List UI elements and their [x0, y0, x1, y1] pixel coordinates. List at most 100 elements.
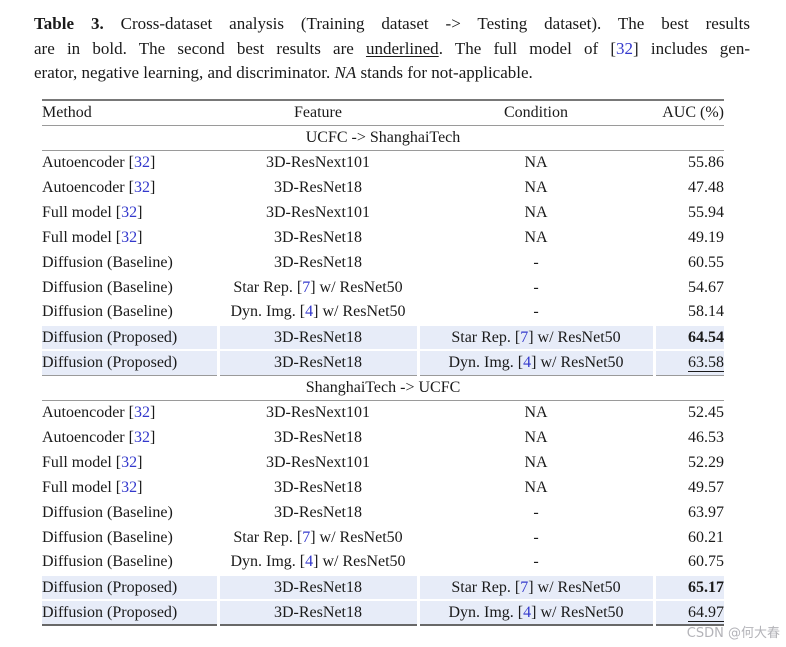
citation-link[interactable]: 4: [523, 353, 532, 371]
column-header-auc: AUC (%): [654, 100, 724, 126]
auc-value: 46.53: [688, 428, 724, 446]
auc-cell: 46.53: [654, 425, 724, 450]
citation-link[interactable]: 7: [520, 328, 529, 346]
condition-cell: -: [533, 303, 539, 320]
method-cell: Full model [32]: [42, 453, 143, 471]
citation-link[interactable]: 7: [302, 528, 311, 546]
citation-link[interactable]: 4: [523, 603, 532, 621]
auc-cell: 63.58: [652, 349, 724, 375]
method-cell: Diffusion (Baseline): [42, 278, 173, 296]
citation-link[interactable]: 32: [133, 178, 150, 196]
condition-cell: Dyn. Img. [4] w/ ResNet50: [416, 599, 654, 625]
caption-text: ] includes gen-: [633, 38, 750, 58]
condition-cell: NA: [524, 478, 548, 496]
condition-cell: NA: [524, 153, 548, 171]
method-cell: Diffusion (Baseline): [42, 303, 173, 320]
auc-value: 55.94: [688, 203, 724, 221]
feature-cell: 3D-ResNext101: [266, 203, 370, 221]
auc-cell: 55.94: [654, 200, 724, 225]
auc-value: 63.97: [688, 503, 724, 521]
column-header-condition: Condition: [418, 100, 654, 126]
feature-cell: 3D-ResNext101: [266, 453, 370, 471]
condition-cell: NA: [524, 228, 548, 246]
auc-cell: 64.54: [652, 324, 724, 350]
caption-text: erator, negative learning, and discrimin…: [34, 63, 335, 82]
method-cell: Full model [32]: [42, 228, 143, 246]
table-row: Autoencoder [32] 3D-ResNet18 NA 46.53: [42, 425, 724, 450]
section-header-row: ShanghaiTech -> UCFC: [42, 374, 724, 401]
table-row: Diffusion (Baseline) Dyn. Img. [4] w/ Res…: [42, 550, 724, 575]
citation-link[interactable]: 7: [302, 278, 311, 296]
condition-cell: NA: [524, 403, 548, 421]
caption-text: stands for not-applicable.: [356, 63, 533, 82]
feature-cell: 3D-ResNext101: [266, 403, 370, 421]
citation-link[interactable]: 32: [616, 38, 634, 58]
feature-cell: 3D-ResNet18: [216, 324, 418, 350]
auc-value: 49.57: [688, 478, 724, 496]
method-cell: Diffusion (Proposed): [42, 574, 218, 600]
citation-link[interactable]: 32: [121, 453, 138, 471]
auc-value: 49.19: [688, 228, 724, 246]
auc-cell: 49.19: [654, 225, 724, 250]
condition-cell: -: [533, 553, 539, 570]
feature-cell: Star Rep. [7] w/ ResNet50: [233, 278, 403, 296]
citation-link[interactable]: 4: [305, 303, 314, 320]
method-cell: Diffusion (Proposed): [42, 349, 218, 375]
caption-line: are in bold. The second best results are…: [34, 37, 750, 62]
table-row: Diffusion (Baseline) Dyn. Img. [4] w/ Res…: [42, 300, 724, 325]
citation-link[interactable]: 32: [133, 428, 150, 446]
method-cell: Autoencoder [32]: [42, 403, 156, 421]
auc-value: 52.45: [688, 403, 724, 421]
citation-link[interactable]: 4: [305, 553, 314, 570]
auc-value: 60.55: [688, 253, 724, 271]
caption-text: . The full model of [: [438, 38, 617, 58]
table-row: Autoencoder [32] 3D-ResNext101 NA 55.86: [42, 150, 724, 175]
feature-cell: 3D-ResNet18: [274, 478, 362, 496]
table-row: Diffusion (Proposed) 3D-ResNet18 Star Rep.…: [42, 574, 724, 600]
condition-cell: NA: [524, 453, 548, 471]
citation-link[interactable]: 32: [121, 478, 138, 496]
method-cell: Diffusion (Baseline): [42, 553, 173, 570]
caption-text: Table 3.: [34, 14, 104, 33]
auc-value: 63.58: [688, 353, 724, 372]
auc-value: 55.86: [688, 153, 724, 171]
caption-text: underlined: [365, 38, 439, 58]
method-cell: Full model [32]: [42, 478, 143, 496]
condition-cell: Star Rep. [7] w/ ResNet50: [416, 324, 654, 350]
watermark: CSDN @何大春: [686, 626, 780, 641]
auc-cell: 64.97: [652, 599, 724, 625]
column-header-feature: Feature: [218, 100, 418, 126]
method-cell: Diffusion (Baseline): [42, 528, 173, 546]
citation-link[interactable]: 7: [520, 578, 529, 596]
caption-text: are in bold. The second best results are: [34, 38, 366, 58]
citation-link[interactable]: 32: [133, 403, 150, 421]
table-row: Full model [32] 3D-ResNext101 NA 55.94: [42, 200, 724, 225]
condition-cell: NA: [524, 203, 548, 221]
auc-value: 60.75: [688, 553, 724, 570]
feature-cell: 3D-ResNet18: [274, 253, 362, 271]
feature-cell: Dyn. Img. [4] w/ ResNet50: [230, 553, 406, 570]
feature-cell: 3D-ResNet18: [274, 228, 362, 246]
auc-cell: 52.45: [654, 400, 724, 425]
citation-link[interactable]: 32: [121, 228, 138, 246]
condition-cell: NA: [524, 428, 548, 446]
section-title: ShanghaiTech -> UCFC: [42, 374, 724, 401]
method-cell: Autoencoder [32]: [42, 153, 156, 171]
caption-line: erator, negative learning, and discrimin…: [34, 61, 750, 86]
column-header-method: Method: [42, 100, 218, 126]
condition-cell: Dyn. Img. [4] w/ ResNet50: [416, 349, 654, 375]
auc-cell: 60.55: [654, 250, 724, 275]
section-header-row: UCFC -> ShanghaiTech: [42, 124, 724, 151]
citation-link[interactable]: 32: [133, 153, 150, 171]
citation-link[interactable]: 32: [121, 203, 138, 221]
table-row: Autoencoder [32] 3D-ResNet18 NA 47.48: [42, 175, 724, 200]
feature-cell: 3D-ResNet18: [274, 503, 362, 521]
auc-cell: 60.21: [654, 525, 724, 550]
auc-value: 65.17: [688, 578, 724, 596]
table-row: Full model [32] 3D-ResNext101 NA 52.29: [42, 450, 724, 475]
caption-line: Table 3. Cross-dataset analysis (Trainin…: [34, 12, 750, 37]
feature-cell: 3D-ResNet18: [274, 178, 362, 196]
feature-cell: 3D-ResNet18: [274, 428, 362, 446]
condition-cell: NA: [524, 178, 548, 196]
